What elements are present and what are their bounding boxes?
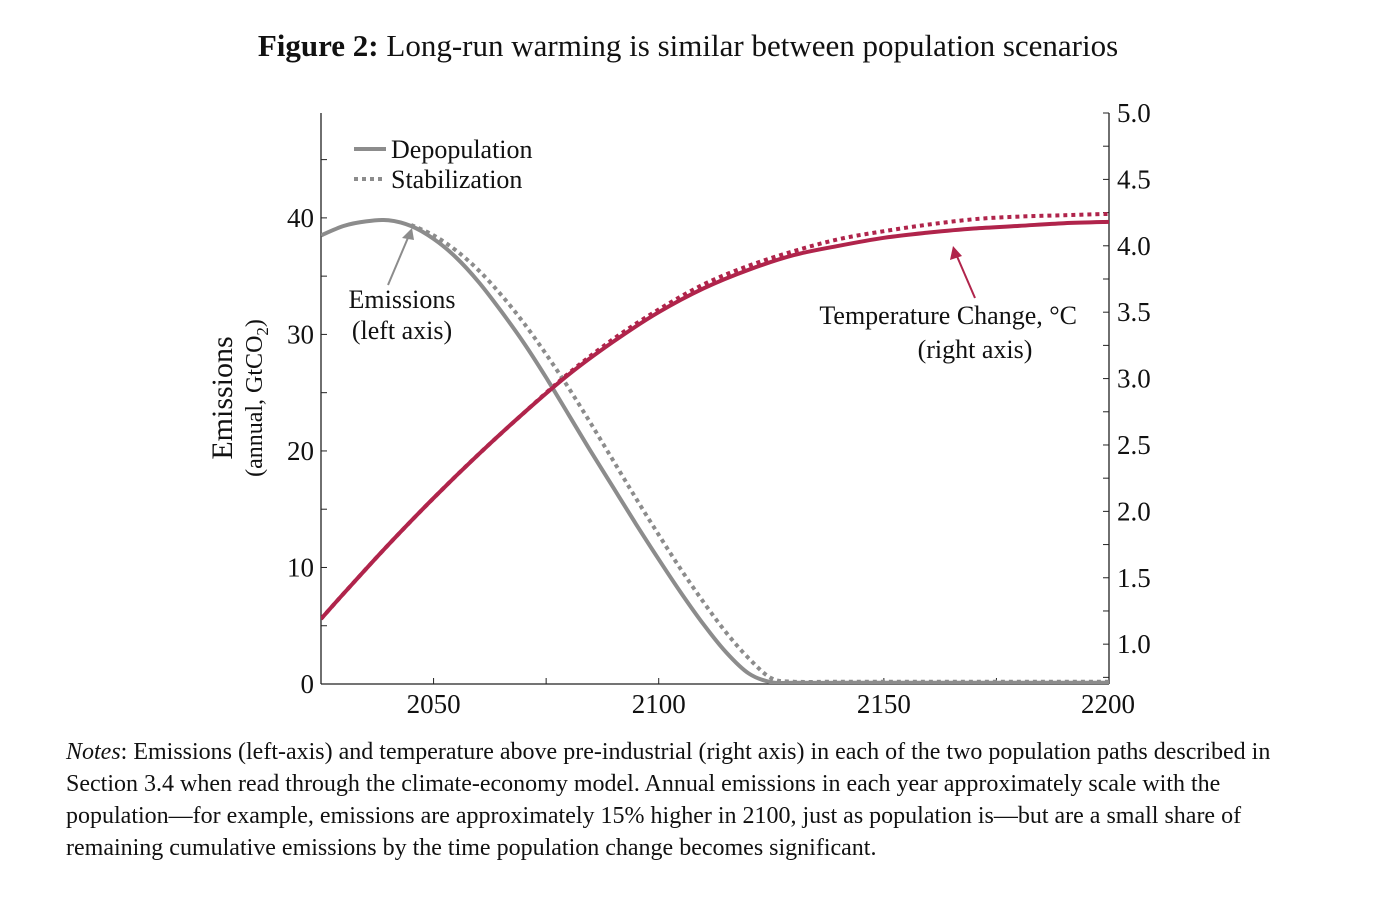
emissions-annotation-line2: (left axis) xyxy=(352,316,452,345)
temperature-annotation-line1: Temperature Change, °C xyxy=(819,301,1077,330)
temperature-annotation-arrow xyxy=(955,253,976,299)
notes-text: : Emissions (left-axis) and temperature … xyxy=(66,739,1271,861)
figure-title: Figure 2: Long-run warming is similar be… xyxy=(0,28,1376,64)
chart-series xyxy=(321,211,1109,684)
temperature-stabilization-line xyxy=(321,211,1109,621)
left-y-tick-label: 40 xyxy=(287,203,314,233)
x-tick-label: 2150 xyxy=(857,689,911,719)
x-tick-label: 2100 xyxy=(632,689,686,719)
left-y-tick-label: 30 xyxy=(287,319,314,349)
legend-label-stabilization: Stabilization xyxy=(391,165,522,194)
x-tick-label: 2200 xyxy=(1081,689,1135,719)
right-y-tick-label: 3.0 xyxy=(1117,364,1151,394)
right-y-tick-label: 1.0 xyxy=(1117,629,1151,659)
emissions-annotation-arrowhead xyxy=(402,228,414,240)
left-axis-subtitle: (annual, GtCO2) xyxy=(242,319,272,477)
subtitle-prefix: (annual, GtCO xyxy=(242,336,268,477)
notes-label: Notes xyxy=(66,739,121,765)
legend-label-depopulation: Depopulation xyxy=(391,135,533,164)
right-y-tick-label: 1.5 xyxy=(1117,563,1151,593)
chart-axes: 2050 2100 2150 2200 0 10 20 30 40 1.0 1.5 2.0 2.5 3.0… xyxy=(206,98,1151,719)
figure-notes: Notes: Emissions (left-axis) and tempera… xyxy=(66,736,1316,864)
right-y-tick-label: 4.0 xyxy=(1117,231,1151,261)
right-y-tick-label: 2.5 xyxy=(1117,430,1151,460)
temperature-annotation-arrowhead xyxy=(950,246,962,260)
subtitle-suffix: ) xyxy=(242,319,268,327)
left-axis-title: Emissions xyxy=(206,336,239,459)
emissions-stabilization-line xyxy=(410,223,1109,684)
subtitle-subscript: 2 xyxy=(253,327,272,336)
figure-number: Figure 2: xyxy=(257,28,379,63)
left-y-tick-label: 0 xyxy=(301,669,315,699)
temperature-annotation-line2: (right axis) xyxy=(918,335,1033,364)
right-y-tick-label: 2.0 xyxy=(1117,496,1151,526)
left-y-tick-label: 10 xyxy=(287,552,314,582)
emissions-annotation-arrow xyxy=(387,232,411,286)
figure-title-text: Long-run warming is similar between popu… xyxy=(386,28,1119,63)
right-y-tick-label: 4.5 xyxy=(1117,164,1151,194)
x-tick-label: 2050 xyxy=(407,689,461,719)
right-y-tick-label: 5.0 xyxy=(1117,98,1151,128)
emissions-annotation-line1: Emissions xyxy=(349,285,456,314)
left-y-tick-label: 20 xyxy=(287,436,314,466)
temperature-depopulation-line xyxy=(321,219,1109,621)
right-y-tick-label: 3.5 xyxy=(1117,297,1151,327)
emissions-depopulation-line xyxy=(321,217,1109,684)
